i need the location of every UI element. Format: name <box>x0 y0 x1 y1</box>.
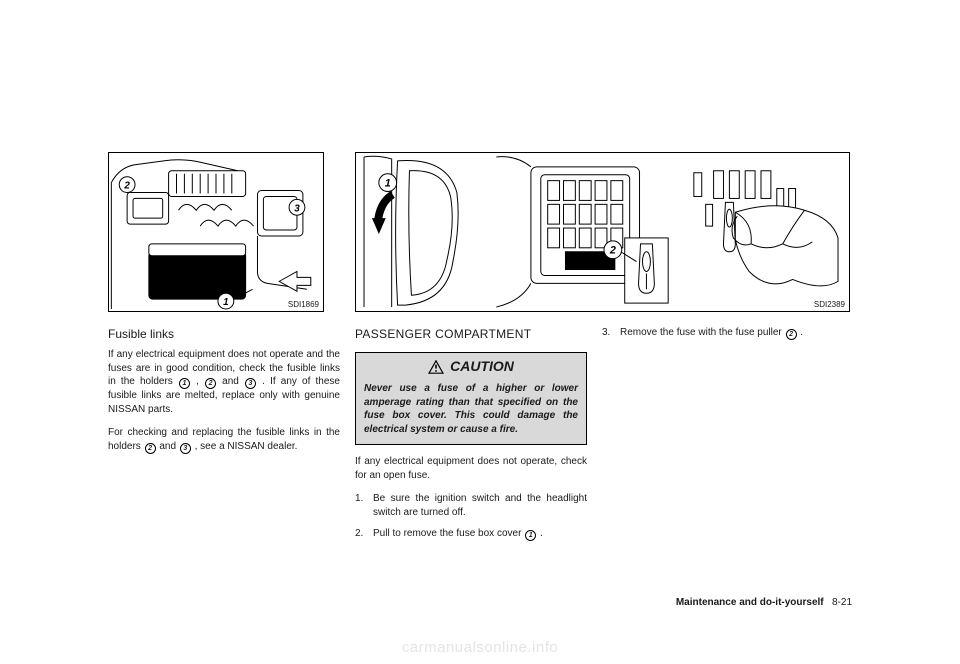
callout-1-icon: 1 <box>525 530 536 541</box>
para-fusible-2: For checking and replacing the fusible l… <box>108 426 340 454</box>
svg-text:2: 2 <box>609 245 616 257</box>
figure-label: SDI2389 <box>814 300 845 309</box>
figure-passenger-compartment: 1 2 SDI2389 <box>355 152 850 312</box>
fusible-links-illustration: 2 3 1 <box>109 153 323 311</box>
callout-2-icon: 2 <box>145 443 156 454</box>
callout-3-icon: 3 <box>180 443 191 454</box>
warning-icon <box>428 360 444 374</box>
caution-title: CAUTION <box>356 353 586 378</box>
footer-section: Maintenance and do-it-yourself <box>676 597 824 608</box>
para-check-fuse: If any electrical equipment does not ope… <box>355 455 587 482</box>
section-passenger-compartment: PASSENGER COMPARTMENT <box>355 326 587 342</box>
caution-body: Never use a fuse of a higher or lower am… <box>356 378 586 444</box>
step-1: 1. Be sure the ignition switch and the h… <box>355 492 587 519</box>
fuse-box-illustration: 1 2 <box>356 153 849 311</box>
svg-text:1: 1 <box>223 297 228 308</box>
step-3: 3. Remove the fuse with the fuse puller … <box>602 326 850 340</box>
callout-2-icon: 2 <box>786 329 797 340</box>
callout-3-icon: 3 <box>245 378 256 389</box>
page-footer: Maintenance and do-it-yourself 8-21 <box>676 597 852 608</box>
svg-text:3: 3 <box>294 203 300 214</box>
callout-2-icon: 2 <box>205 378 216 389</box>
footer-page: 8-21 <box>832 597 852 608</box>
watermark: carmanualsonline.info <box>0 639 960 656</box>
subhead-fusible-links: Fusible links <box>108 326 340 342</box>
column-1: Fusible links If any electrical equipmen… <box>108 326 340 464</box>
caution-box: CAUTION Never use a fuse of a higher or … <box>355 352 587 445</box>
svg-text:1: 1 <box>385 178 391 190</box>
step-2: 2. Pull to remove the fuse box cover 1 . <box>355 527 587 541</box>
column-2: PASSENGER COMPARTMENT CAUTION Never use … <box>355 326 587 549</box>
para-fusible-1: If any electrical equipment does not ope… <box>108 348 340 416</box>
svg-text:2: 2 <box>123 181 130 192</box>
steps-list-cont: 3. Remove the fuse with the fuse puller … <box>602 326 850 340</box>
figure-label: SDI1869 <box>288 300 319 309</box>
column-3: 3. Remove the fuse with the fuse puller … <box>602 326 850 348</box>
manual-page: 2 3 1 SDI1869 <box>0 0 960 664</box>
callout-1-icon: 1 <box>179 378 190 389</box>
figure-fusible-links: 2 3 1 SDI1869 <box>108 152 324 312</box>
steps-list: 1. Be sure the ignition switch and the h… <box>355 492 587 541</box>
